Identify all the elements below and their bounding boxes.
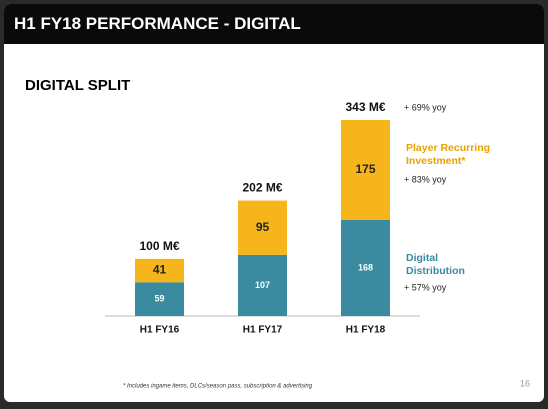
header-title: H1 FY18 PERFORMANCE - DIGITAL <box>4 4 544 44</box>
value-label: 41 <box>153 263 167 277</box>
chart-title: DIGITAL SPLIT <box>25 77 130 94</box>
bar-segment <box>135 258 184 283</box>
bar-segment <box>238 200 287 255</box>
x-tick-label: H1 FY16 <box>140 325 180 336</box>
total-label: 343 M€ <box>345 100 385 114</box>
legend-label: Digital Distribution <box>406 252 465 277</box>
bar-segment <box>341 220 390 316</box>
x-tick-label: H1 FY17 <box>243 325 283 336</box>
bar-segment <box>238 254 287 316</box>
bar-segment <box>135 282 184 316</box>
footnote: * Includes ingame items, DLCs/season pas… <box>123 384 313 390</box>
value-label: 168 <box>358 262 373 272</box>
series-yoy: + 57% yoy <box>404 282 447 292</box>
value-label: 175 <box>355 162 375 176</box>
value-label: 107 <box>255 280 270 290</box>
series-yoy: + 83% yoy <box>404 174 447 184</box>
total-label: 100 M€ <box>139 239 179 253</box>
total-label: 202 M€ <box>242 181 282 195</box>
value-label: 59 <box>154 294 164 304</box>
total-yoy: + 69% yoy <box>404 102 447 112</box>
chart: DIGITAL SPLIT * Includes ingame items, D… <box>25 77 530 390</box>
value-label: 95 <box>256 220 270 234</box>
bar-segment <box>341 120 390 220</box>
x-tick-label: H1 FY18 <box>346 325 386 336</box>
page-number: 16 <box>520 378 530 388</box>
slide: H1 FY18 PERFORMANCE - DIGITAL DIGITAL SP… <box>4 4 544 402</box>
legend-label: Player Recurring Investment* <box>406 142 491 167</box>
